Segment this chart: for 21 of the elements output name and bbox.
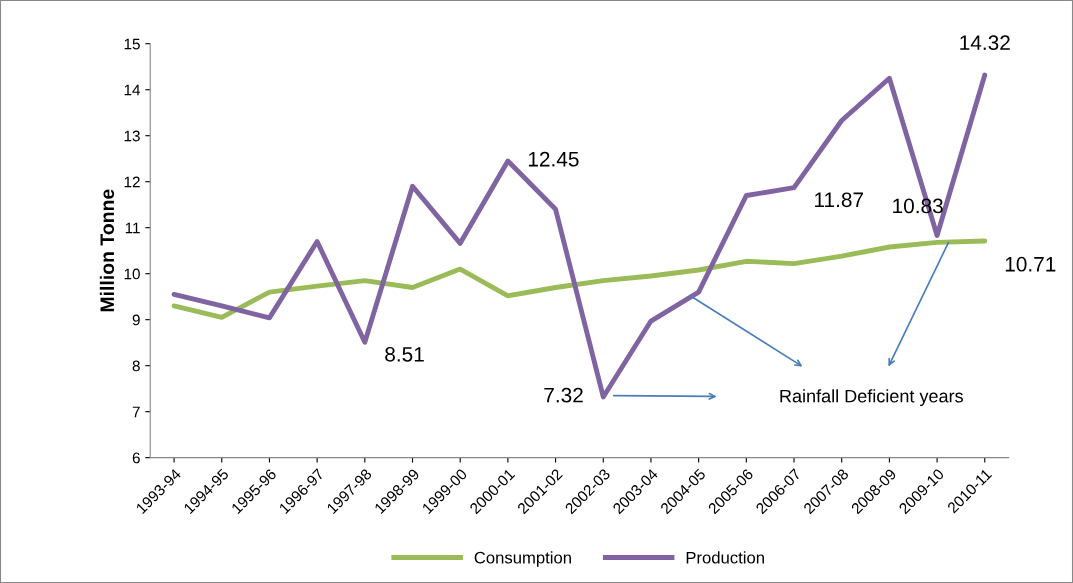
y-axis-title: Million Tonne — [99, 189, 115, 312]
y-tick-label: 11 — [125, 222, 140, 234]
data-label: 7.32 — [544, 387, 583, 403]
data-label: 8.51 — [385, 346, 424, 362]
line-series — [171, 238, 988, 320]
y-tick-label: 6 — [132, 452, 140, 464]
y-tick-label: 13 — [124, 130, 140, 142]
annotation: Rainfall Deficient years — [780, 389, 963, 407]
y-tick-label: 9 — [132, 314, 140, 326]
y-tick-label: 10 — [124, 268, 140, 280]
data-label: 10.71 — [1005, 256, 1056, 272]
legend-label: Consumption — [474, 551, 571, 567]
data-label: 11.87 — [815, 192, 864, 208]
y-tick-label: 14 — [124, 84, 141, 96]
data-label: 12.45 — [528, 151, 579, 167]
y-tick-label: 12 — [124, 176, 140, 188]
y-tick-label: 8 — [132, 360, 140, 372]
legend-label: Production — [686, 551, 764, 564]
y-tick-label: 7 — [132, 406, 140, 418]
y-tick-label: 15 — [124, 38, 140, 50]
data-label: 14.32 — [960, 35, 1010, 51]
